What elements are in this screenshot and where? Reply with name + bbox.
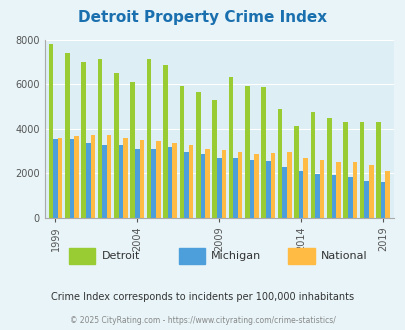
Bar bbox=[303, 158, 307, 218]
Bar bbox=[347, 177, 352, 218]
Bar bbox=[270, 153, 275, 218]
Bar bbox=[130, 82, 135, 218]
Bar bbox=[245, 86, 249, 218]
Bar bbox=[384, 171, 389, 218]
Bar bbox=[310, 112, 314, 218]
Bar bbox=[343, 122, 347, 218]
Bar bbox=[282, 167, 286, 218]
Bar bbox=[228, 78, 233, 218]
Bar bbox=[151, 149, 156, 218]
Bar bbox=[196, 92, 200, 218]
Bar bbox=[221, 150, 226, 218]
Text: © 2025 CityRating.com - https://www.cityrating.com/crime-statistics/: © 2025 CityRating.com - https://www.city… bbox=[70, 316, 335, 325]
Bar bbox=[139, 140, 144, 218]
Bar bbox=[380, 182, 384, 218]
Text: Michigan: Michigan bbox=[211, 251, 261, 261]
Bar bbox=[65, 53, 69, 218]
Bar bbox=[326, 117, 331, 218]
Bar bbox=[277, 109, 282, 218]
Bar bbox=[233, 158, 237, 218]
Bar bbox=[114, 73, 118, 218]
Text: National: National bbox=[320, 251, 367, 261]
Bar bbox=[331, 176, 335, 218]
Bar bbox=[147, 58, 151, 218]
Bar bbox=[49, 44, 53, 218]
Text: Detroit: Detroit bbox=[101, 251, 140, 261]
Bar bbox=[200, 154, 205, 218]
Bar bbox=[212, 100, 216, 218]
Bar bbox=[98, 58, 102, 218]
Bar bbox=[184, 152, 188, 218]
Bar bbox=[363, 181, 368, 218]
Bar bbox=[375, 122, 380, 218]
Bar bbox=[107, 135, 111, 218]
Text: Crime Index corresponds to incidents per 100,000 inhabitants: Crime Index corresponds to incidents per… bbox=[51, 292, 354, 302]
Bar bbox=[69, 139, 74, 218]
Bar bbox=[123, 138, 128, 218]
Bar bbox=[205, 149, 209, 218]
Bar bbox=[319, 160, 324, 218]
Bar bbox=[359, 122, 363, 218]
Bar bbox=[74, 137, 79, 218]
Text: Detroit Property Crime Index: Detroit Property Crime Index bbox=[78, 10, 327, 25]
Bar bbox=[118, 146, 123, 218]
Bar bbox=[58, 138, 62, 218]
Bar bbox=[352, 162, 356, 218]
Bar bbox=[368, 165, 373, 218]
Bar bbox=[102, 146, 107, 218]
Bar bbox=[167, 147, 172, 218]
Bar bbox=[216, 158, 221, 218]
Bar bbox=[254, 154, 258, 218]
Bar bbox=[86, 143, 90, 218]
Bar bbox=[298, 171, 303, 218]
Bar bbox=[335, 162, 340, 218]
Bar bbox=[314, 174, 319, 218]
Bar bbox=[286, 152, 291, 218]
Bar bbox=[156, 141, 160, 218]
Bar bbox=[179, 86, 184, 218]
Bar bbox=[135, 149, 139, 218]
Bar bbox=[90, 135, 95, 218]
Bar bbox=[265, 161, 270, 218]
Bar bbox=[294, 126, 298, 218]
Bar bbox=[53, 139, 58, 218]
Bar bbox=[188, 146, 193, 218]
Bar bbox=[163, 65, 167, 218]
Bar bbox=[249, 160, 254, 218]
Bar bbox=[81, 62, 86, 218]
Bar bbox=[237, 152, 242, 218]
Bar bbox=[172, 143, 177, 218]
Bar bbox=[261, 87, 265, 218]
